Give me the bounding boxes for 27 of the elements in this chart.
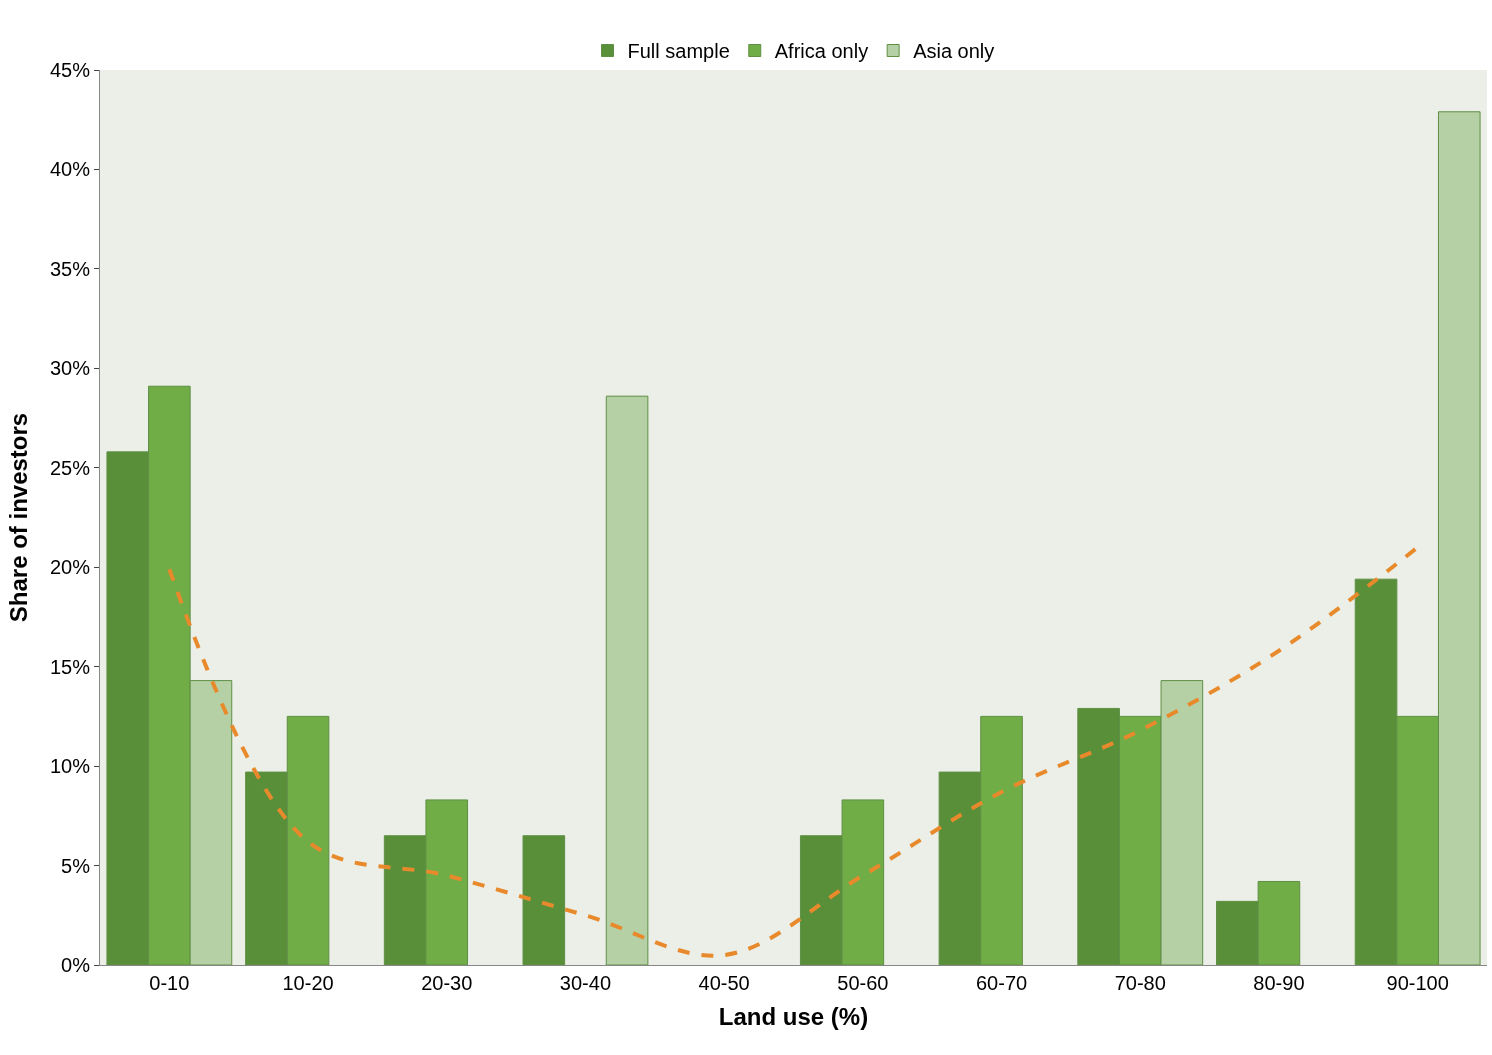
y-tick-label: 5% <box>61 854 91 877</box>
y-tick-label: 25% <box>49 456 91 479</box>
x-tick-label: 80-90 <box>1253 972 1305 994</box>
bar <box>605 395 649 965</box>
x-tick-label: 30-40 <box>559 972 612 994</box>
legend-label: Full sample <box>627 40 730 63</box>
y-tick-label: 45% <box>49 59 91 81</box>
y-tick-label: 10% <box>49 755 91 778</box>
y-tick-label: 20% <box>49 556 91 579</box>
legend-label: Africa only <box>774 40 869 63</box>
x-tick-label: 60-70 <box>975 972 1028 994</box>
legend-label: Asia only <box>913 40 995 63</box>
x-tick-label: 0-10 <box>149 972 190 994</box>
y-tick-label: 35% <box>49 257 91 280</box>
x-tick-label: 10-20 <box>282 972 334 994</box>
x-tick-label: 20-30 <box>421 972 473 994</box>
bar <box>522 835 566 965</box>
x-tick-label: 40-50 <box>698 972 750 994</box>
x-axis-title: Land use (%) <box>718 1003 869 1031</box>
x-tick-label: 90-100 <box>1386 972 1449 994</box>
y-tick-label: 40% <box>49 158 91 181</box>
x-tick-label: 50-60 <box>837 972 889 994</box>
y-tick-label: 0% <box>61 954 91 976</box>
y-tick-label: 30% <box>49 357 91 380</box>
y-tick-label: 15% <box>49 655 91 678</box>
x-tick-label: 70-80 <box>1114 972 1166 994</box>
y-axis-title: Share of investors <box>5 412 33 623</box>
